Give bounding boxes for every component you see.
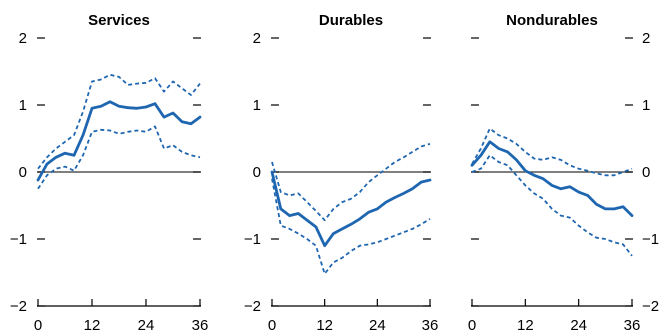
y-tick-label: −2 (244, 298, 261, 315)
x-tick-label: 12 (84, 317, 101, 334)
y-tick-label: 2 (19, 30, 27, 47)
series-estimate-line (470, 140, 634, 218)
y-tick-label: −2 (642, 298, 659, 315)
x-tick-label: 36 (624, 317, 641, 334)
x-tick-label: 12 (517, 317, 534, 334)
x-tick-label: 24 (138, 317, 155, 334)
x-tick-label: 0 (34, 317, 42, 334)
y-tick-label: 1 (642, 97, 650, 114)
y-tick-label: −1 (244, 231, 261, 248)
x-tick-label: 24 (369, 317, 386, 334)
x-tick-label: 24 (570, 317, 587, 334)
y-tick-label: −1 (10, 231, 27, 248)
series-upper-band (37, 73, 201, 170)
y-tick-label: 2 (642, 30, 650, 47)
y-tick-label: 1 (19, 97, 27, 114)
y-tick-label: 2 (253, 30, 261, 47)
chart-title: Nondurables (506, 12, 598, 29)
chart-title: Services (88, 12, 150, 29)
series-estimate-line (36, 100, 202, 182)
x-tick-label: 36 (192, 317, 209, 334)
y-tick-label: 0 (253, 164, 261, 181)
series-lower-band (37, 125, 201, 190)
y-tick-label: 1 (253, 97, 261, 114)
x-tick-label: 0 (468, 317, 476, 334)
y-tick-label: 0 (642, 164, 650, 181)
y-tick-label: 0 (19, 164, 27, 181)
y-tick-label: −1 (642, 231, 659, 248)
series-upper-band (271, 143, 431, 222)
series-estimate-line (270, 170, 432, 248)
series-lower-band (471, 154, 633, 257)
x-tick-label: 36 (422, 317, 439, 334)
y-tick-label: −2 (10, 298, 27, 315)
panel-nondurables: Nondurables 0 12 24 36 2 1 0 −1 −2 (468, 12, 659, 334)
x-tick-label: 12 (316, 317, 333, 334)
series-upper-band (471, 127, 633, 177)
x-tick-label: 0 (268, 317, 276, 334)
panel-durables: Durables 0 12 24 36 2 1 0 −1 −2 (244, 12, 438, 334)
panel-services: Services 0 12 24 36 2 1 0 −1 −2 (10, 12, 208, 334)
chart-title: Durables (319, 12, 383, 29)
